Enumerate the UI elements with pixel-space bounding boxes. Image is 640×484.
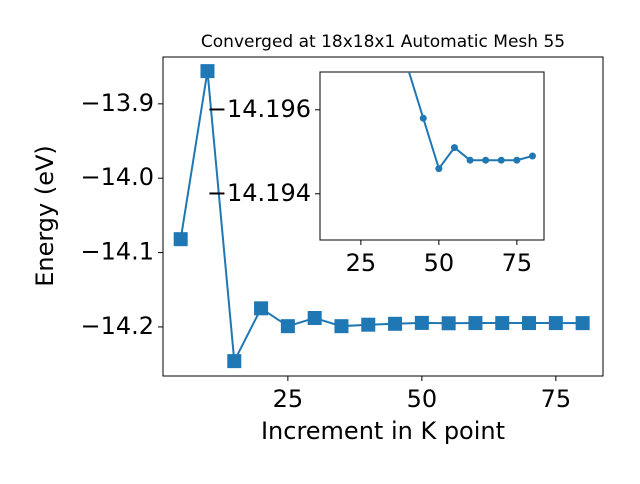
plot-area <box>407 72 536 173</box>
marker <box>173 232 188 247</box>
marker <box>575 316 590 331</box>
chart-title: Converged at 18x18x1 Automatic Mesh 55 <box>201 32 565 52</box>
marker <box>435 165 443 173</box>
y-tick-label: −14.194 <box>207 179 311 207</box>
marker <box>528 152 536 160</box>
marker <box>522 316 537 331</box>
marker <box>414 315 429 330</box>
plot-area <box>173 64 590 369</box>
y-tick-label: −14.196 <box>207 95 311 123</box>
marker <box>513 156 521 164</box>
axes-frame <box>319 71 545 241</box>
y-axis-label: Energy (eV) <box>31 145 59 287</box>
y-tick-label: −14.0 <box>80 163 154 191</box>
x-axis-label: Increment in K point <box>261 417 505 445</box>
marker <box>227 354 242 369</box>
marker <box>482 156 490 164</box>
x-tick-label: 25 <box>346 249 377 277</box>
marker <box>307 311 322 325</box>
marker <box>548 316 563 331</box>
marker <box>468 316 483 331</box>
marker <box>361 317 376 332</box>
marker <box>334 319 349 334</box>
marker <box>441 316 456 331</box>
marker <box>450 144 458 152</box>
marker <box>466 156 474 164</box>
x-tick-label: 50 <box>424 249 455 277</box>
x-tick-label: 75 <box>541 385 572 413</box>
marker <box>254 301 269 316</box>
series-line <box>179 70 583 365</box>
y-tick-label: −13.9 <box>80 89 154 117</box>
x-tick-label: 50 <box>407 385 438 413</box>
marker <box>419 114 427 122</box>
x-tick-label: 75 <box>502 249 533 277</box>
marker <box>497 156 505 164</box>
marker <box>200 64 215 79</box>
x-tick-label: 25 <box>273 385 304 413</box>
marker <box>495 316 510 331</box>
y-tick-label: −14.2 <box>80 312 154 340</box>
marker <box>280 319 295 334</box>
y-tick-label: −14.1 <box>80 238 154 266</box>
marker <box>388 316 403 331</box>
